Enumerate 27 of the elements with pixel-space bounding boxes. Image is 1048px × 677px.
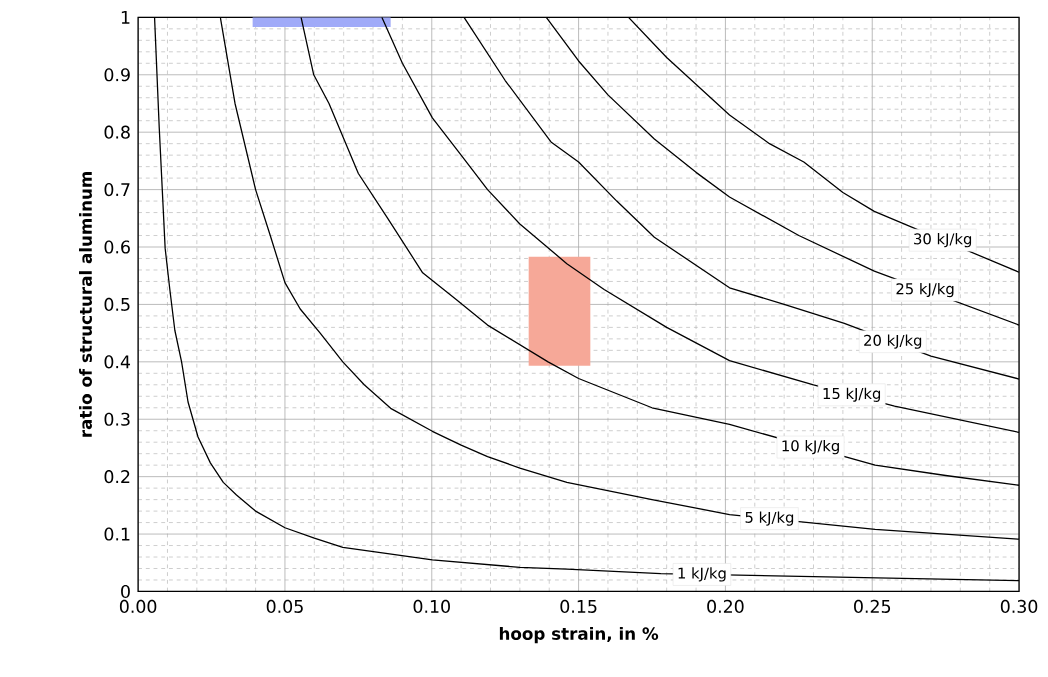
series-label: 10 kJ/kg <box>782 439 839 455</box>
series-label: 25 kJ/kg <box>896 282 954 298</box>
series-label: 15 kJ/kg <box>823 387 881 402</box>
y-tick-label: 0.9 <box>104 68 130 82</box>
y-tick-label: 0.7 <box>104 182 130 196</box>
y-tick-label: 0.8 <box>104 125 130 139</box>
x-tick-label: 0.25 <box>854 599 891 613</box>
x-tick-label: 0.10 <box>413 599 450 613</box>
x-tick-label: 0.30 <box>1000 599 1038 613</box>
y-tick-label: 1 <box>121 10 130 24</box>
x-tick-label: 0.15 <box>560 599 597 613</box>
x-tick-label: 0.05 <box>266 599 303 613</box>
y-tick-label: 0 <box>121 584 130 598</box>
series-label: 30 kJ/kg <box>914 232 972 248</box>
y-tick-label: 0.1 <box>104 527 130 541</box>
y-tick-label: 0.6 <box>104 240 130 254</box>
y-tick-label: 0.4 <box>104 355 131 369</box>
series-label: 5 kJ/kg <box>745 511 794 526</box>
y-tick-label: 0.5 <box>104 297 130 311</box>
x-axis-title: hoop strain, in % <box>499 626 659 643</box>
series-label: 1 kJ/kg <box>678 567 726 582</box>
x-tick-label: 0.20 <box>707 599 744 613</box>
y-tick-label: 0.3 <box>104 412 130 426</box>
x-tick-label: 0.00 <box>119 599 157 613</box>
y-tick-label: 0.2 <box>104 469 130 484</box>
y-axis-title: ratio of structural aluminum <box>79 171 92 437</box>
series-label: 20 kJ/kg <box>864 334 922 349</box>
